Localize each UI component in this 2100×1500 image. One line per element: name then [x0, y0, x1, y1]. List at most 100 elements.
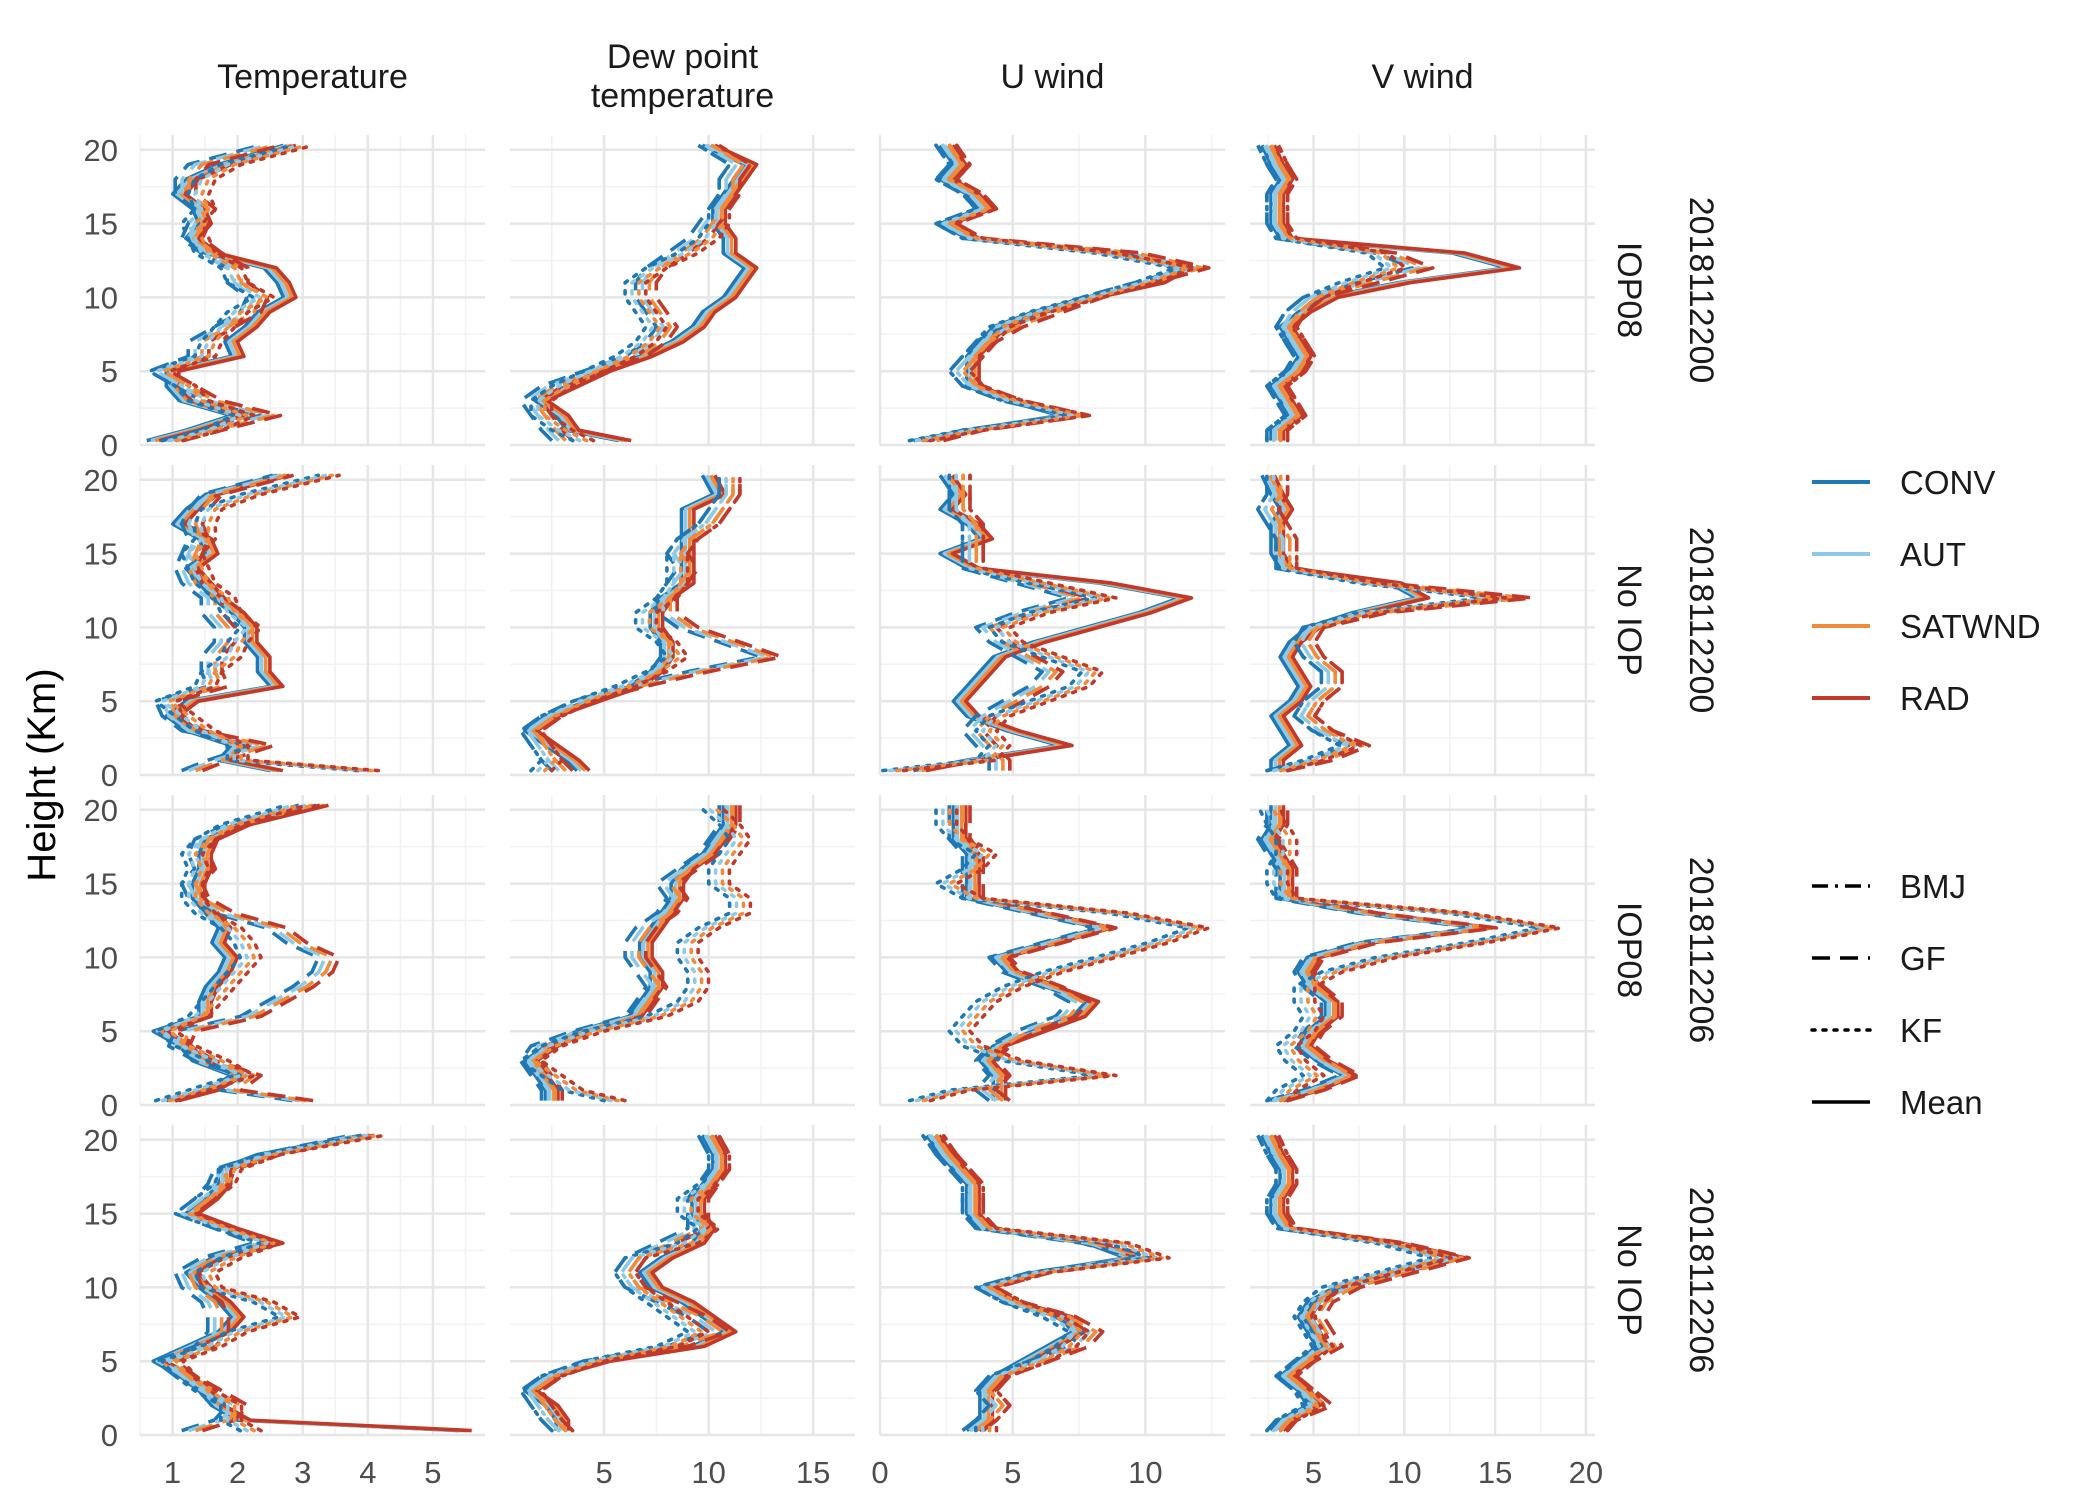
series-line-aut-kf	[1262, 1133, 1439, 1433]
series-line-rad-mean	[545, 143, 759, 443]
column-title-vwind: V wind	[1371, 58, 1473, 96]
series-line-conv-kf	[147, 143, 295, 443]
series-line-rad-kf	[174, 473, 381, 773]
y-tick-label: 5	[101, 354, 118, 389]
y-tick-label: 0	[101, 1418, 118, 1453]
legend-label-conv: CONV	[1900, 464, 1995, 501]
series-line-aut-mean	[537, 143, 751, 443]
y-tick-label: 20	[84, 793, 118, 828]
series-line-aut-kf	[525, 803, 739, 1103]
panel-r4-dew: 5 10 15	[510, 1125, 855, 1490]
series-line-rad-gf	[539, 805, 742, 1101]
series-line-rad-kf	[1276, 803, 1562, 1103]
legend-label-mean: Mean	[1900, 1084, 1983, 1121]
x-tick-label-uwind: 0	[871, 1455, 888, 1490]
series-line-conv-kf	[881, 473, 1097, 773]
series-line-aut-gf	[525, 805, 728, 1101]
series-line-aut-mean	[150, 143, 290, 443]
series-line-satwnd-kf	[174, 1133, 380, 1433]
series-line-rad-kf	[181, 1133, 387, 1433]
column-title-dew-1: Dew point	[607, 38, 759, 76]
series-line-rad-mean	[158, 143, 298, 443]
panel-r1-temp: 0 5 10 15 20	[84, 133, 485, 463]
y-tick-label: 10	[84, 610, 118, 645]
series-line-conv-mean	[146, 143, 286, 443]
series-line-conv-kf	[518, 1133, 711, 1433]
row-strip-iop: No IOP	[1610, 1224, 1648, 1335]
series-line-conv-mean	[1260, 805, 1482, 1103]
y-tick-label: 15	[84, 867, 118, 902]
series-line-conv-gf	[166, 803, 321, 1103]
series-line-aut-kf	[536, 143, 739, 443]
legend-label-kf: KF	[1900, 1012, 1942, 1049]
y-tick-label: 10	[84, 1270, 118, 1305]
series-line-satwnd-kf	[1269, 473, 1501, 773]
series-line-satwnd-kf	[161, 143, 309, 443]
panel-r3-uwind	[878, 795, 1225, 1107]
series-line-satwnd-gf	[532, 805, 735, 1101]
series-line-rad-kf	[928, 803, 1211, 1103]
panel-r2-uwind	[878, 465, 1225, 777]
series-line-conv-kf	[153, 803, 288, 1103]
x-tick-label-temp: 1	[164, 1455, 181, 1490]
y-tick-label: 20	[84, 133, 118, 168]
series-line-rad-kf	[539, 473, 742, 773]
series-line-satwnd-kf	[542, 143, 746, 443]
x-tick-label-dew: 15	[796, 1455, 830, 1490]
series-line-aut-kf	[154, 143, 302, 443]
series-line-aut-kf	[525, 473, 728, 773]
row-strip-iop: IOP08	[1610, 242, 1648, 338]
legend: CONV AUT SATWND RAD BMJ GF KF Mean	[1810, 464, 2041, 1121]
series-line-aut-kf	[914, 803, 1197, 1103]
series-line-conv-kf	[518, 803, 732, 1103]
series-line-conv-mean	[925, 1134, 1128, 1433]
series-line-satwnd-mean	[1268, 805, 1490, 1103]
series-line-conv-kf	[153, 473, 360, 773]
series-line-satwnd-mean	[1268, 144, 1518, 441]
series-line-conv-gf	[1256, 805, 1478, 1103]
series-line-conv-mean	[913, 474, 1181, 773]
panel-r2-temp: 0 5 10 15 20	[84, 463, 485, 793]
x-tick-label-uwind: 10	[1128, 1455, 1162, 1490]
series-line-rad-gf	[968, 475, 1092, 771]
x-tick-label-vwind: 20	[1569, 1455, 1603, 1490]
series-line-aut-kf	[1262, 473, 1494, 773]
panel-r4-temp: 0 5 10 15 20 1 2 3 4 5	[84, 1123, 485, 1490]
series-line-rad-kf	[549, 143, 753, 443]
panel-r1-dew	[510, 135, 855, 447]
y-tick-label: 15	[84, 537, 118, 572]
x-tick-label-vwind: 5	[1305, 1455, 1322, 1490]
panel-r3-vwind	[1250, 795, 1595, 1107]
y-tick-label: 15	[84, 1197, 118, 1232]
series-line-satwnd-kf	[532, 803, 746, 1103]
y-tick-label: 0	[101, 1088, 118, 1123]
column-title-temp: Temperature	[217, 58, 408, 96]
row-strip-date: 2018112200	[1682, 527, 1720, 714]
series-line-rad-kf	[174, 803, 309, 1103]
series-line-satwnd-kf	[532, 473, 735, 773]
y-tick-label: 5	[101, 1014, 118, 1049]
x-tick-label-dew: 5	[595, 1455, 612, 1490]
row-strip-date: 2018112206	[1682, 1187, 1720, 1374]
series-line-aut-kf	[914, 143, 1184, 443]
series-line-rad-kf	[928, 143, 1198, 443]
series-line-aut-kf	[160, 473, 367, 773]
series-line-aut-kf	[927, 1133, 1157, 1433]
series-line-rad-kf	[941, 1133, 1171, 1433]
column-title-uwind: U wind	[1001, 58, 1105, 96]
series-line-aut-mean	[1264, 144, 1513, 441]
series-line-satwnd-gf	[1269, 805, 1492, 1103]
series-line-rad-kf	[539, 803, 753, 1103]
row-strip-date: 2018112200	[1682, 197, 1720, 384]
series-line-conv-kf	[920, 1133, 1151, 1433]
series-line-satwnd-kf	[1269, 1133, 1446, 1433]
series-line-conv-kf	[907, 143, 1177, 443]
series-line-satwnd-gf	[1269, 475, 1528, 773]
series-line-conv-kf	[1256, 473, 1487, 773]
y-tick-label: 15	[84, 207, 118, 242]
series-line-satwnd-kf	[167, 473, 374, 773]
series-line-conv-kf	[529, 143, 732, 443]
y-tick-label: 10	[84, 280, 118, 315]
legend-label-bmj: BMJ	[1900, 868, 1966, 905]
